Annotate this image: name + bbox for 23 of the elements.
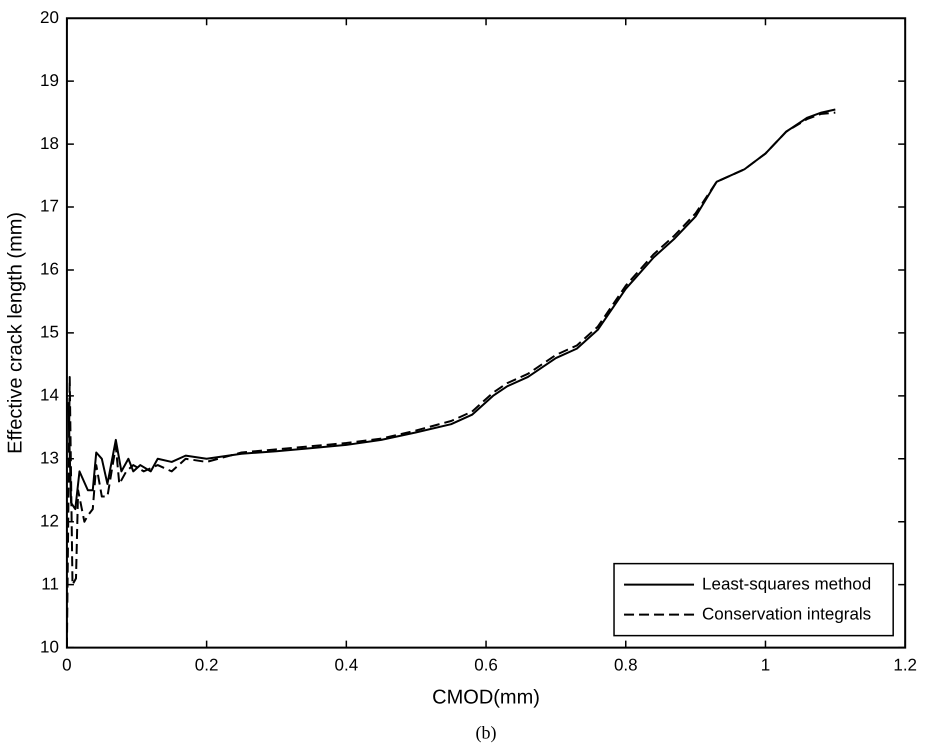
legend-label: Conservation integrals [702,604,872,624]
x-tick-label: 0.8 [614,655,638,674]
y-axis-title: Effective crack length (mm) [4,212,27,454]
y-tick-label: 14 [40,386,59,405]
x-tick-label: 1.2 [893,655,918,674]
y-tick-label: 20 [40,8,59,27]
text: (b) [476,722,497,743]
y-tick-label: 10 [40,637,59,656]
x-tick-label: 1 [760,655,770,674]
y-tick-label: 11 [41,574,59,594]
y-tick-label: 12 [40,511,59,530]
y-tick-label: 18 [40,134,59,153]
x-tick-label: 0 [62,655,72,674]
x-axis-title: CMOD(mm) [432,686,540,709]
y-tick-label: 15 [40,322,59,342]
x-tick-label: 0.6 [474,655,498,674]
y-tick-label: 17 [40,196,59,216]
y-tick-label: 16 [40,260,59,279]
legend-label: Least-squares method [702,574,872,594]
x-tick-label: 0.4 [334,655,358,674]
y-tick-label: 13 [40,448,59,468]
x-tick-label: 0.2 [194,655,218,674]
y-tick-label: 19 [40,70,59,90]
